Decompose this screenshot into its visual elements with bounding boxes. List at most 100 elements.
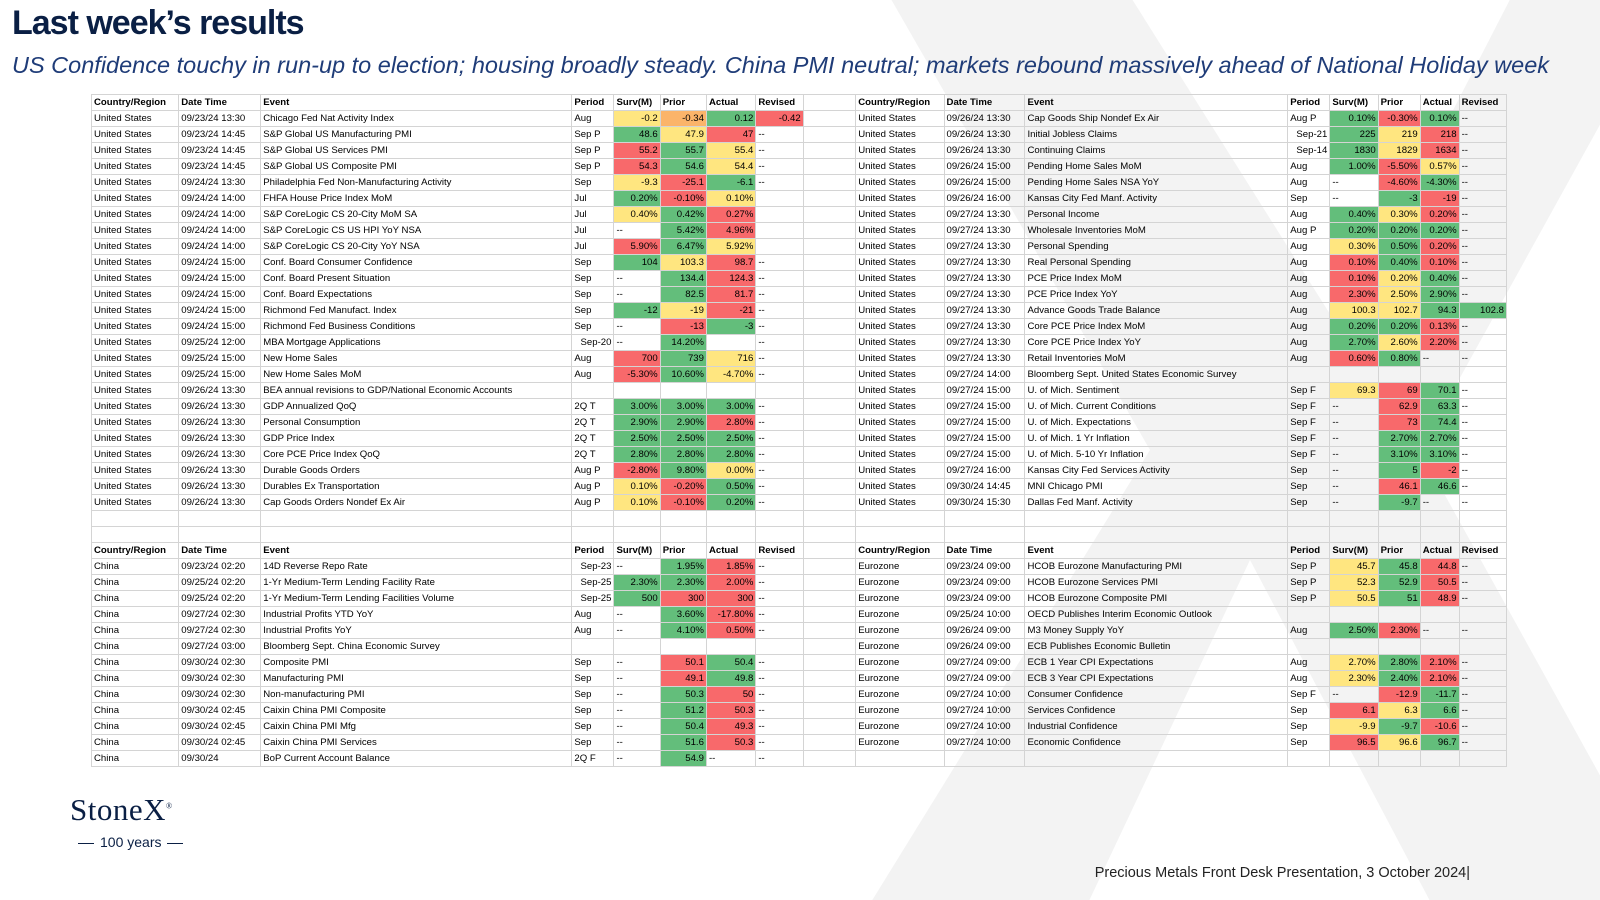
cell-country: United States xyxy=(90,190,180,207)
cell-actual: 50.3 xyxy=(705,702,757,719)
cell-prior: 3.60% xyxy=(659,606,707,623)
cell-period: Aug xyxy=(571,366,615,383)
cell-country: United States xyxy=(90,382,180,399)
cell-event: PCE Price Index YoY xyxy=(1024,286,1289,303)
cell-country: China xyxy=(90,606,180,623)
cell-period: Sep P xyxy=(1287,574,1331,591)
cell-survey: -- xyxy=(613,286,661,303)
cell-datetime: 09/27/24 13:30 xyxy=(943,254,1026,271)
cell-datetime: 09/23/24 09:00 xyxy=(943,558,1026,575)
cell-event: U. of Mich. Sentiment xyxy=(1024,382,1289,399)
cell-event: GDP Price Index xyxy=(260,430,573,447)
cell-actual: 3.10% xyxy=(1419,446,1460,463)
left-header-cell: Actual xyxy=(705,542,757,559)
cell-period: Aug xyxy=(1287,318,1331,335)
empty-cell xyxy=(1287,750,1331,767)
spacer-cell xyxy=(802,446,857,463)
cell-period: Sep xyxy=(571,654,615,671)
cell-actual: -- xyxy=(1419,494,1460,511)
cell-datetime: 09/27/24 15:00 xyxy=(943,398,1026,415)
logo-tagline: 100 years xyxy=(72,834,189,850)
cell-period xyxy=(1287,366,1331,383)
cell-datetime: 09/26/24 13:30 xyxy=(178,494,262,511)
cell-actual: 98.7 xyxy=(705,254,757,271)
cell-revised: -- xyxy=(755,270,804,287)
cell-period: Aug xyxy=(1287,670,1331,687)
cell-event: Caixin China PMI Mfg xyxy=(260,718,573,735)
cell-country: United States xyxy=(90,222,180,239)
cell-revised: -- xyxy=(1458,718,1508,735)
spacer-cell xyxy=(802,190,857,207)
cell-survey: -- xyxy=(613,734,661,751)
cell-survey: -- xyxy=(613,750,661,767)
cell-period: Aug P xyxy=(1287,110,1331,127)
cell-revised: -- xyxy=(755,158,804,175)
cell-prior: 62.9 xyxy=(1377,398,1421,415)
cell-datetime: 09/27/24 03:00 xyxy=(178,638,262,655)
spacer-cell xyxy=(802,286,857,303)
cell-country: United States xyxy=(855,302,945,319)
cell-actual: 2.80% xyxy=(705,414,757,431)
cell-survey: 0.40% xyxy=(1329,206,1379,223)
cell-datetime: 09/26/24 13:30 xyxy=(178,462,262,479)
cell-survey: 700 xyxy=(613,350,661,367)
cell-country: China xyxy=(90,638,180,655)
cell-period: Sep F xyxy=(1287,398,1331,415)
cell-period: Aug xyxy=(1287,302,1331,319)
cell-country: United States xyxy=(90,462,180,479)
table-row: United States 09/26/24 13:30 Durables Ex T… xyxy=(90,478,1508,495)
cell-revised: -- xyxy=(755,174,804,191)
cell-survey: 0.20% xyxy=(613,190,661,207)
cell-period: Aug xyxy=(1287,206,1331,223)
cell-actual: 2.90% xyxy=(1419,286,1460,303)
cell-survey: 2.80% xyxy=(613,446,661,463)
right-header-cell: Period xyxy=(1287,94,1331,111)
cell-event: Cap Goods Orders Nondef Ex Air xyxy=(260,494,573,511)
cell-event: S&P Global US Manufacturing PMI xyxy=(260,126,573,143)
table-row: China 09/30/24 02:45 Caixin China PMI Comp… xyxy=(90,702,1508,719)
cell-prior: 2.40% xyxy=(1377,670,1421,687)
empty-cell xyxy=(1329,510,1379,527)
cell-period: Sep P xyxy=(571,126,615,143)
cell-revised: -- xyxy=(1458,670,1508,687)
cell-datetime: 09/27/24 15:00 xyxy=(943,430,1026,447)
empty-cell xyxy=(571,510,615,527)
cell-datetime: 09/27/24 13:30 xyxy=(943,238,1026,255)
spacer-cell xyxy=(802,702,857,719)
spacer-cell xyxy=(802,334,857,351)
cell-prior: 3.00% xyxy=(659,398,707,415)
table-row: China 09/25/24 02:20 1-Yr Medium-Term Lend… xyxy=(90,574,1508,591)
cell-datetime: 09/24/24 14:00 xyxy=(178,206,262,223)
cell-country: United States xyxy=(855,254,945,271)
cell-revised: -- xyxy=(755,142,804,159)
cell-country: United States xyxy=(855,494,945,511)
cell-country: United States xyxy=(90,398,180,415)
left-header-cell: Revised xyxy=(755,94,804,111)
cell-period: Sep-14 xyxy=(1287,142,1331,159)
cell-prior: -0.34 xyxy=(659,110,707,127)
spacer-cell xyxy=(802,382,857,399)
cell-country: China xyxy=(90,750,180,767)
cell-revised: -- xyxy=(755,590,804,607)
cell-event: S&P CoreLogic CS 20-City YoY NSA xyxy=(260,238,573,255)
spacer-cell xyxy=(802,158,857,175)
cell-period: Sep xyxy=(571,286,615,303)
cell-revised: -- xyxy=(755,558,804,575)
cell-event: Pending Home Sales MoM xyxy=(1024,158,1289,175)
cell-datetime: 09/26/24 13:30 xyxy=(178,414,262,431)
cell-country: Eurozone xyxy=(855,718,945,735)
cell-period: Sep-23 xyxy=(571,558,615,575)
cell-country: Eurozone xyxy=(855,638,945,655)
cell-period: Aug xyxy=(1287,158,1331,175)
cell-actual: 1.85% xyxy=(705,558,757,575)
cell-datetime: 09/24/24 13:30 xyxy=(178,174,262,191)
cell-actual: 300 xyxy=(705,590,757,607)
cell-revised: -- xyxy=(1458,734,1508,751)
cell-prior: 6.3 xyxy=(1377,702,1421,719)
cell-datetime: 09/27/24 13:30 xyxy=(943,318,1026,335)
table-row: China 09/27/24 02:30 Industrial Profits YT… xyxy=(90,606,1508,623)
cell-prior: 5 xyxy=(1377,462,1421,479)
cell-datetime: 09/23/24 14:45 xyxy=(178,158,262,175)
cell-datetime: 09/27/24 16:00 xyxy=(943,462,1026,479)
cell-datetime: 09/25/24 02:20 xyxy=(178,574,262,591)
